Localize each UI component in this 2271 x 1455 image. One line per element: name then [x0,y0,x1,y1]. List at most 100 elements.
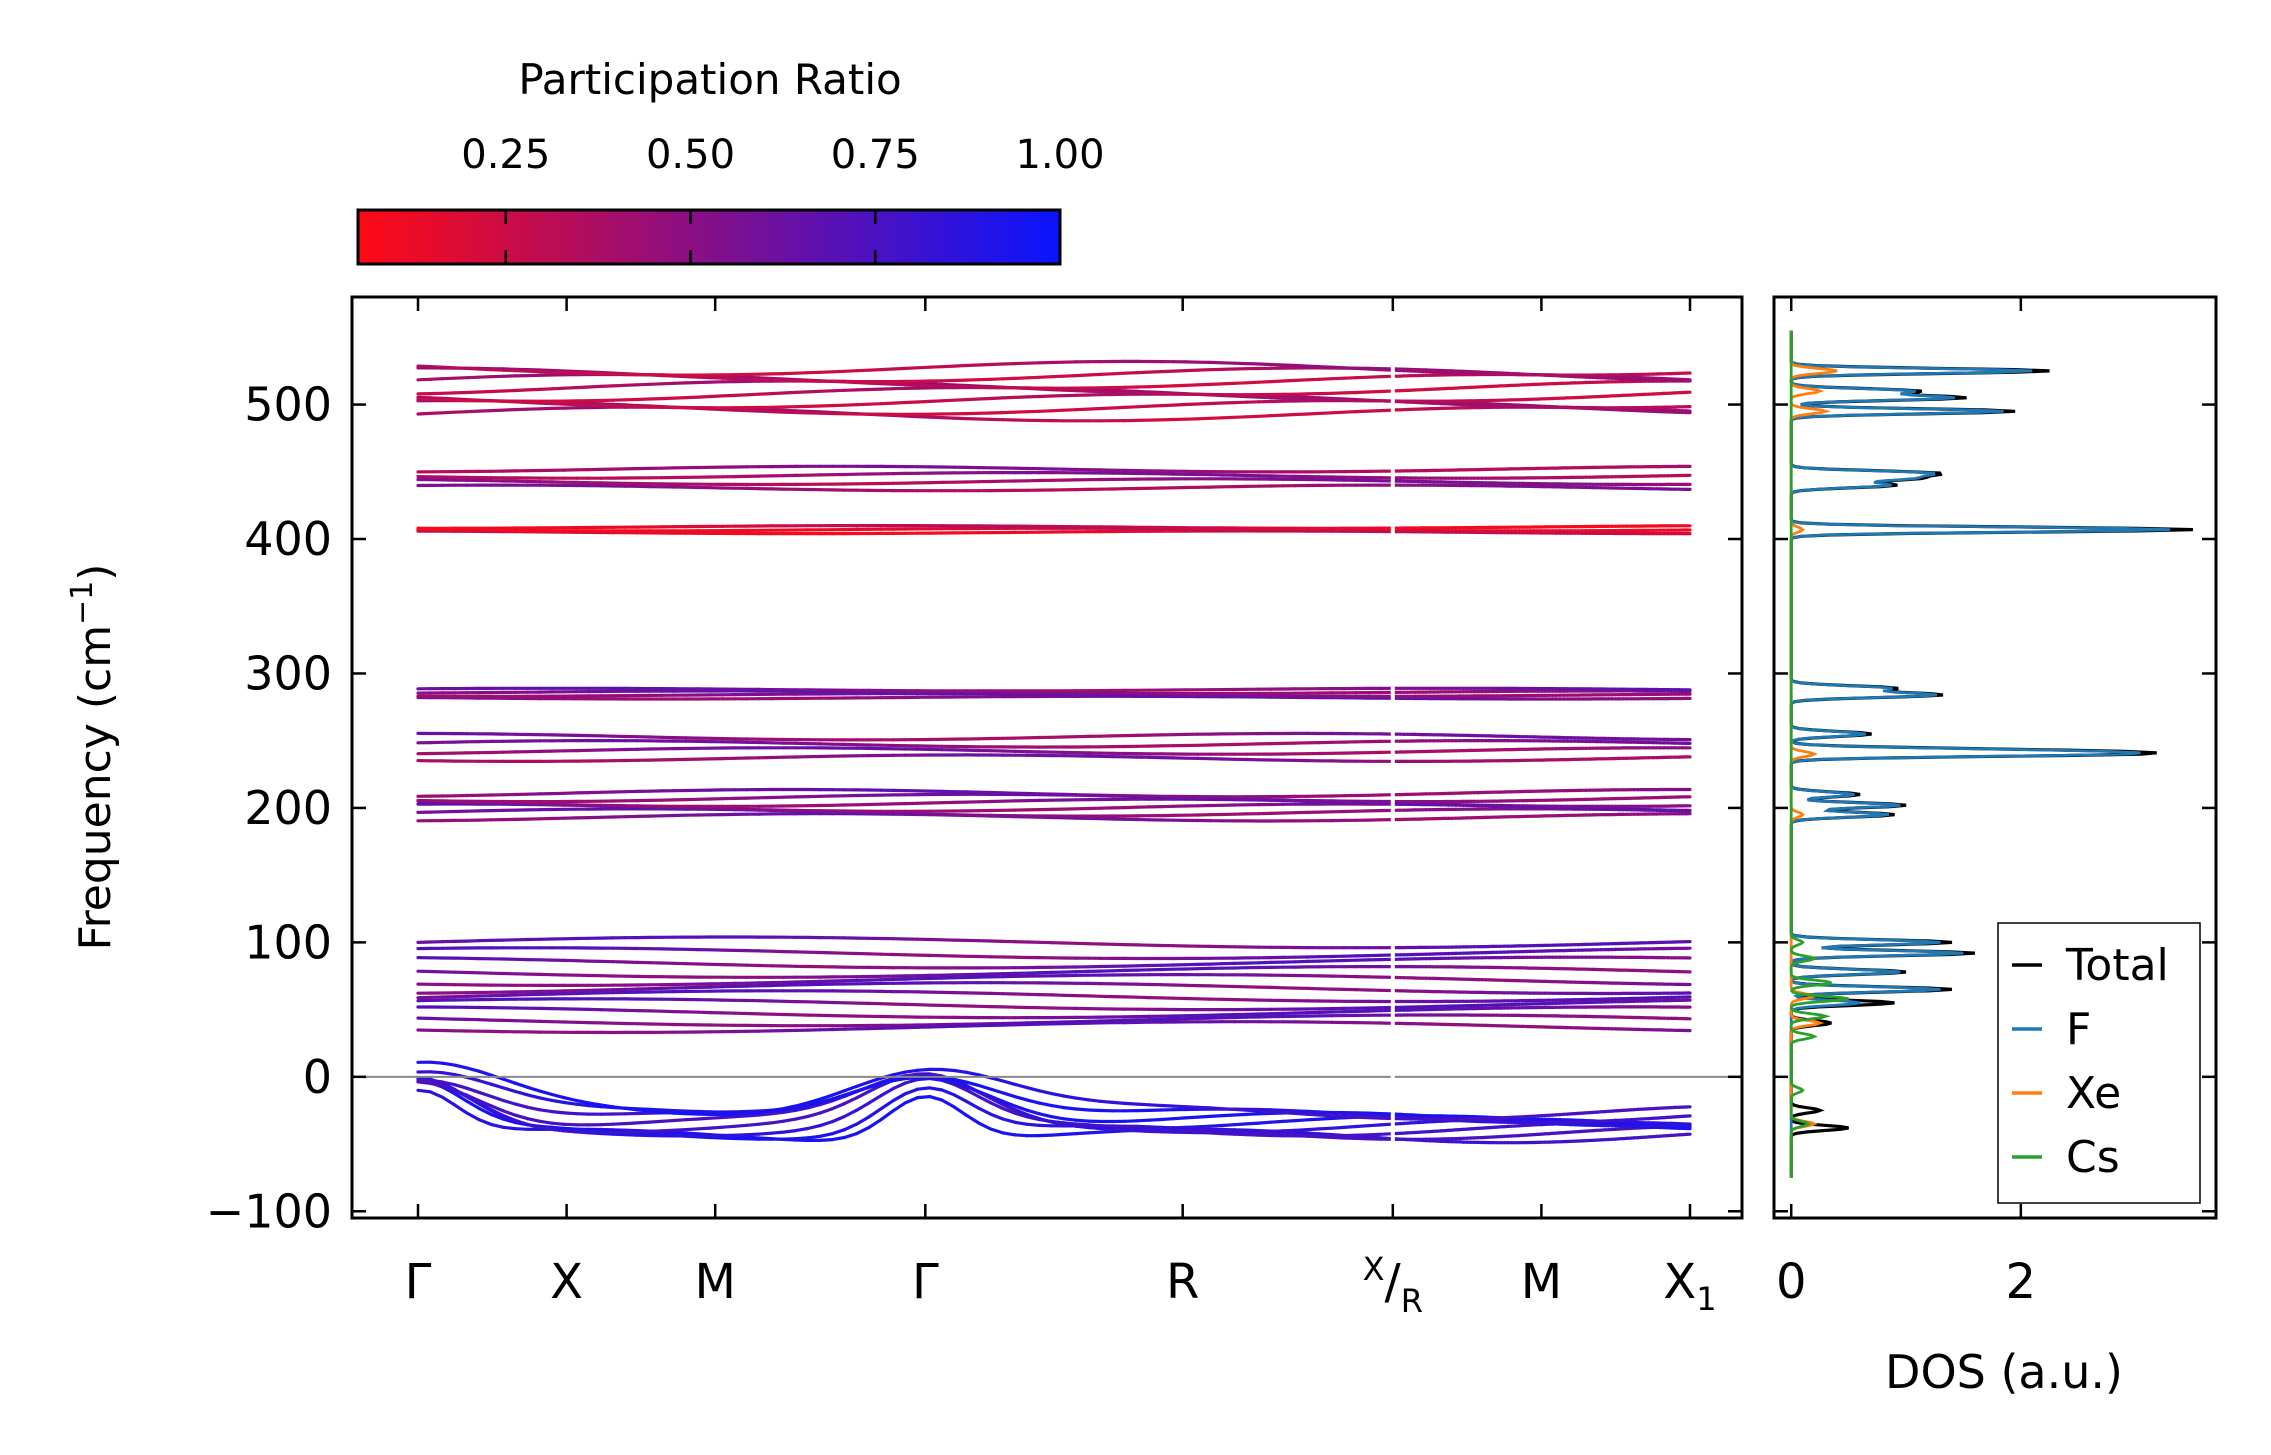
phonon-band [879,367,895,372]
phonon-band [1330,376,1346,381]
phonon-band [745,409,761,413]
phonon-band [453,410,469,414]
phonon-band [1257,380,1273,384]
phonon-band [538,401,554,406]
phonon-band [1378,389,1395,394]
phonon-band [964,397,981,402]
phonon-band [1062,408,1078,412]
phonon-band [513,388,530,393]
phonon-band [964,363,981,368]
colorbar-tick-label: 0.50 [646,132,735,178]
phonon-band [708,394,725,399]
phonon-band [1244,395,1261,399]
phonon-band [538,370,554,374]
phonon-band [1366,375,1383,379]
phonon-band [757,407,774,412]
phonon-band [720,407,737,412]
phonon-band [1293,378,1310,382]
phonon-band [586,403,603,408]
phonon-band [1171,369,1188,373]
phonon-band [1196,382,1212,387]
phonon-band [1110,371,1127,376]
phonon-band [1184,368,1200,373]
phonon-band [1208,401,1224,406]
phonon-band [1220,381,1237,386]
phonon-band [501,388,518,393]
phonon-band [952,398,968,402]
phonon-band [1135,370,1151,375]
phonon-band [952,416,968,421]
phonon-band [1366,367,1383,372]
phonon-band [1378,368,1395,372]
phonon-band [1013,376,1029,380]
phonon-band [745,392,761,397]
phonon-band [976,362,993,367]
phonon-band [1269,362,1285,367]
phonon-band [440,410,457,415]
phonon-band [1305,364,1322,369]
phonon-band [903,400,920,405]
phonon-band [1318,411,1334,415]
phonon-band [623,383,639,387]
phonon-band [477,367,493,372]
phonon-band [1123,371,1139,375]
phonon-band [757,409,774,414]
phonon-band [891,400,908,405]
phonon-band [940,398,956,403]
phonon-band [1135,404,1151,409]
phonon-band [769,410,786,414]
phonon-band [477,375,493,379]
phonon-band [428,411,444,415]
phonon-band [416,411,432,416]
phonon-band [1305,411,1322,416]
phonon-band [562,369,579,374]
phonon-band [696,375,713,380]
phonon-band [550,386,566,391]
phonon-band [1269,379,1285,384]
phonon-band [1354,409,1371,414]
phonon-band [745,375,761,380]
phonon-band [647,382,664,386]
phonon-band [1257,362,1273,367]
phonon-band [1330,365,1346,370]
phonon-band [1342,410,1358,414]
phonon-band [562,371,579,375]
phonon-band [989,396,1005,401]
colorbar: Participation Ratio 0.25 0.50 0.75 1.00 [356,55,1105,266]
phonon-band [660,381,676,386]
phonon-band [915,415,932,419]
phonon-band [1025,375,1042,380]
phonon-band [928,365,944,369]
phonon-band [1123,389,1139,393]
phonon-band [915,399,932,404]
phonon-band [1281,412,1297,417]
phonon-band [1281,378,1297,383]
colorbar-tick-label: 0.75 [831,132,920,178]
phonon-band [574,385,591,390]
phonon-band [891,382,908,387]
phonon-band [1184,402,1200,407]
phonon-band [915,365,932,370]
phonon-band [1318,365,1334,369]
phonon-band [879,401,895,406]
phonon-band [611,383,627,388]
phonon-band [928,399,944,403]
phonon-band [1281,396,1297,401]
phonon-band [842,369,859,373]
phonon-band [830,369,847,374]
phonon-band [1098,372,1115,376]
phonon-band [465,366,481,371]
phonon-band [635,397,652,402]
phonon-band [1049,374,1066,379]
phonon-band [1281,363,1297,368]
phonon-band [940,416,956,420]
phonon-band [550,402,566,406]
phonon-band [1293,395,1310,399]
phonon-band [586,384,603,389]
phonon-band [891,366,908,371]
phonon-band [660,396,676,401]
phonon-band [1086,406,1103,411]
phonon-band [562,402,579,407]
phonon-band [526,387,542,392]
phonon-band [915,383,932,388]
